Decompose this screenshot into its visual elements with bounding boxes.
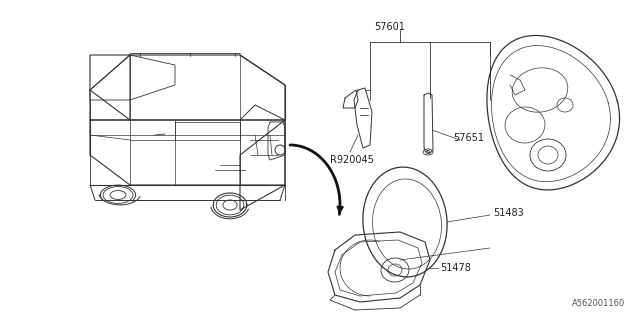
Text: R920045: R920045 — [330, 155, 374, 165]
Text: 57651: 57651 — [453, 133, 484, 143]
Text: 51483: 51483 — [493, 208, 524, 218]
Text: 57601: 57601 — [374, 22, 405, 32]
Text: 51478: 51478 — [440, 263, 471, 273]
Text: A562001160: A562001160 — [572, 299, 625, 308]
